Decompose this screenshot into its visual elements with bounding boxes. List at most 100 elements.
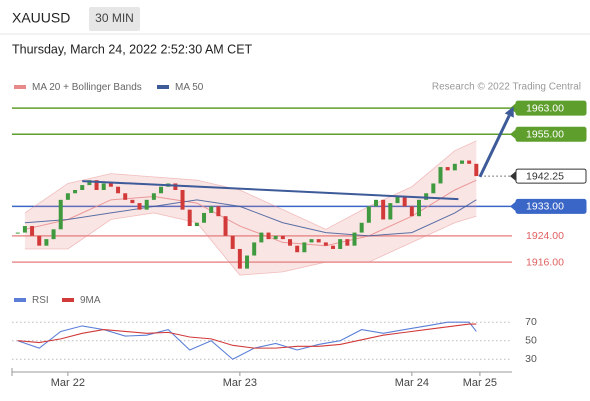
y-tick-label: 30 — [525, 353, 537, 365]
candle — [309, 239, 314, 243]
x-tick-label: Mar 25 — [463, 377, 497, 389]
candle — [144, 199, 149, 210]
candle — [345, 239, 350, 246]
candle — [259, 232, 264, 243]
moving-average — [24, 199, 477, 237]
candle — [216, 206, 221, 217]
bollinger-area — [24, 140, 477, 276]
arrow-head — [504, 106, 514, 118]
bollinger-upper — [24, 140, 477, 230]
legend-swatch — [14, 298, 26, 302]
bollinger-lower — [24, 212, 477, 276]
legend-label: MA 20 + Bollinger Bands — [32, 82, 142, 93]
candle — [409, 206, 414, 217]
trend-line — [82, 180, 459, 201]
legend-swatch — [62, 298, 74, 302]
candle — [209, 206, 214, 213]
level-label: 1916.00 — [526, 256, 564, 268]
source: Research © 2022 Trading Central — [432, 82, 581, 93]
level-label: 1955.00 — [526, 129, 564, 141]
level-label: 1963.00 — [526, 102, 564, 114]
candle — [402, 196, 407, 207]
candle — [37, 235, 42, 246]
candle — [273, 235, 278, 240]
candle — [295, 245, 300, 253]
candle — [445, 167, 450, 171]
candle — [130, 199, 135, 204]
candle — [187, 209, 192, 227]
y-tick-label: 70 — [525, 316, 537, 328]
candle — [352, 232, 357, 246]
candle — [395, 196, 400, 204]
candle — [73, 190, 78, 194]
level-label: 1924.00 — [526, 230, 564, 242]
level-label-pointer — [510, 171, 516, 182]
candle — [180, 190, 185, 210]
candle — [30, 226, 35, 236]
candle — [223, 216, 228, 236]
candle — [452, 163, 457, 171]
candle — [202, 212, 207, 223]
candle — [159, 186, 164, 194]
candle — [116, 186, 121, 194]
candle — [288, 239, 293, 246]
candle — [459, 160, 464, 164]
candle — [245, 255, 250, 269]
candle — [431, 183, 436, 194]
candle — [388, 203, 393, 220]
candle — [58, 199, 63, 230]
timeframe-box — [89, 7, 140, 31]
candle — [252, 242, 257, 256]
candle — [123, 193, 128, 200]
level-label: 1942.25 — [526, 170, 564, 182]
candle — [94, 180, 99, 190]
x-tick-label: Mar 22 — [51, 377, 85, 389]
candle — [474, 163, 479, 177]
candle — [173, 183, 178, 190]
candle — [194, 222, 199, 227]
candle — [381, 199, 386, 220]
legend-swatch — [157, 85, 169, 89]
y-tick-label: 50 — [525, 335, 537, 347]
x-tick-label: Mar 23 — [223, 377, 257, 389]
candle — [15, 232, 20, 234]
candle — [424, 193, 429, 200]
legend-label: MA 50 — [175, 82, 204, 93]
candle — [316, 239, 321, 243]
arrow-shaft — [478, 114, 511, 178]
candle — [22, 226, 27, 233]
candle — [467, 160, 472, 164]
candle — [338, 239, 343, 249]
candle — [137, 203, 142, 210]
timeframe: 30 MIN — [95, 11, 134, 25]
candle — [280, 235, 285, 240]
candle — [230, 235, 235, 249]
candle — [266, 232, 271, 240]
rsi-line — [17, 323, 477, 349]
candle — [331, 245, 336, 249]
candle — [87, 180, 92, 186]
candle — [302, 242, 307, 253]
legend-label: 9MA — [80, 295, 101, 306]
candle — [359, 222, 364, 233]
level-label-pointer — [510, 129, 516, 140]
candle — [374, 199, 379, 207]
candle — [51, 229, 56, 240]
candle — [438, 167, 443, 184]
candle — [323, 242, 328, 246]
legend-swatch — [14, 85, 26, 89]
candle — [101, 183, 106, 190]
candle — [237, 248, 242, 269]
candle — [80, 185, 85, 190]
candle — [366, 206, 371, 223]
candle — [65, 193, 70, 200]
candle — [44, 239, 49, 246]
candle — [151, 193, 156, 200]
symbol: XAUUSD — [12, 10, 70, 26]
date: Thursday, March 24, 2022 2:52:30 AM CET — [12, 42, 253, 56]
level-label: 1933.00 — [526, 201, 564, 213]
legend-label: RSI — [32, 295, 49, 306]
candle — [416, 199, 421, 217]
